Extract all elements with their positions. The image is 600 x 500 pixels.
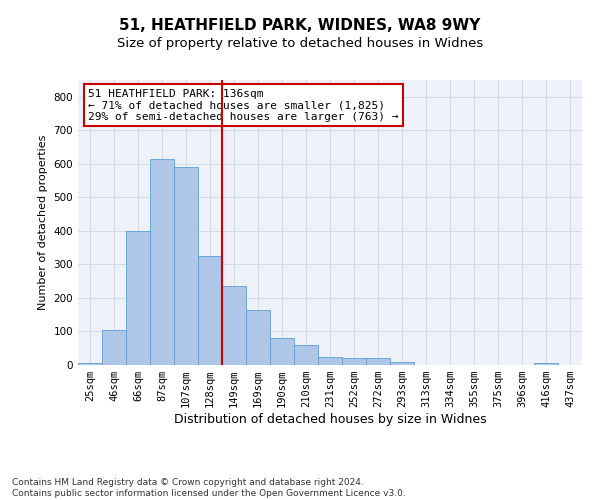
Bar [222, 286, 246, 365]
Bar [270, 338, 294, 365]
Text: Contains HM Land Registry data © Crown copyright and database right 2024.
Contai: Contains HM Land Registry data © Crown c… [12, 478, 406, 498]
Text: 51 HEATHFIELD PARK: 136sqm
← 71% of detached houses are smaller (1,825)
29% of s: 51 HEATHFIELD PARK: 136sqm ← 71% of deta… [88, 88, 398, 122]
Bar [150, 159, 174, 365]
Y-axis label: Number of detached properties: Number of detached properties [38, 135, 48, 310]
Bar [102, 330, 126, 365]
Bar [342, 358, 366, 365]
Bar [246, 310, 270, 365]
Text: 51, HEATHFIELD PARK, WIDNES, WA8 9WY: 51, HEATHFIELD PARK, WIDNES, WA8 9WY [119, 18, 481, 32]
Bar [534, 364, 558, 365]
Bar [126, 231, 150, 365]
Bar [318, 356, 342, 365]
Bar [78, 364, 102, 365]
Bar [390, 362, 414, 365]
Bar [174, 167, 198, 365]
X-axis label: Distribution of detached houses by size in Widnes: Distribution of detached houses by size … [173, 413, 487, 426]
Bar [198, 256, 222, 365]
Bar [366, 358, 390, 365]
Text: Size of property relative to detached houses in Widnes: Size of property relative to detached ho… [117, 38, 483, 51]
Bar [294, 345, 318, 365]
